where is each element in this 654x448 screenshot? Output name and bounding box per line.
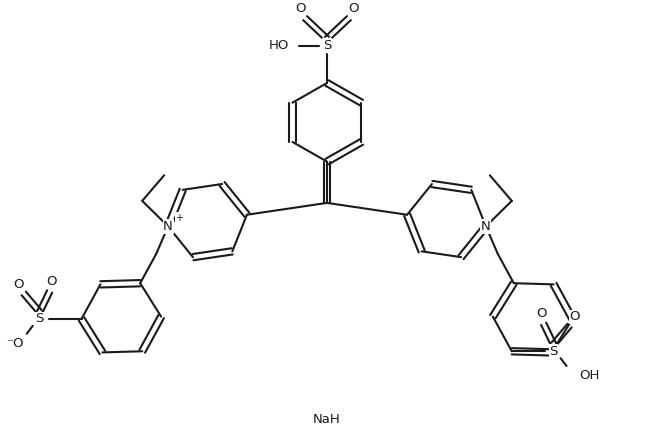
Text: O: O xyxy=(295,2,305,15)
Text: HO: HO xyxy=(269,39,289,52)
Text: NaH: NaH xyxy=(313,413,341,426)
Text: O: O xyxy=(46,275,57,288)
Text: N: N xyxy=(164,220,173,233)
Text: O: O xyxy=(14,278,24,291)
Text: OH: OH xyxy=(579,369,600,382)
Text: O: O xyxy=(569,310,579,323)
Text: +: + xyxy=(175,212,183,223)
Text: S: S xyxy=(35,312,44,326)
Text: ⁻O: ⁻O xyxy=(6,337,24,350)
Text: O: O xyxy=(536,307,547,320)
Text: S: S xyxy=(323,39,331,52)
Text: S: S xyxy=(549,345,558,358)
Text: O: O xyxy=(349,2,359,15)
Text: N: N xyxy=(481,220,490,233)
